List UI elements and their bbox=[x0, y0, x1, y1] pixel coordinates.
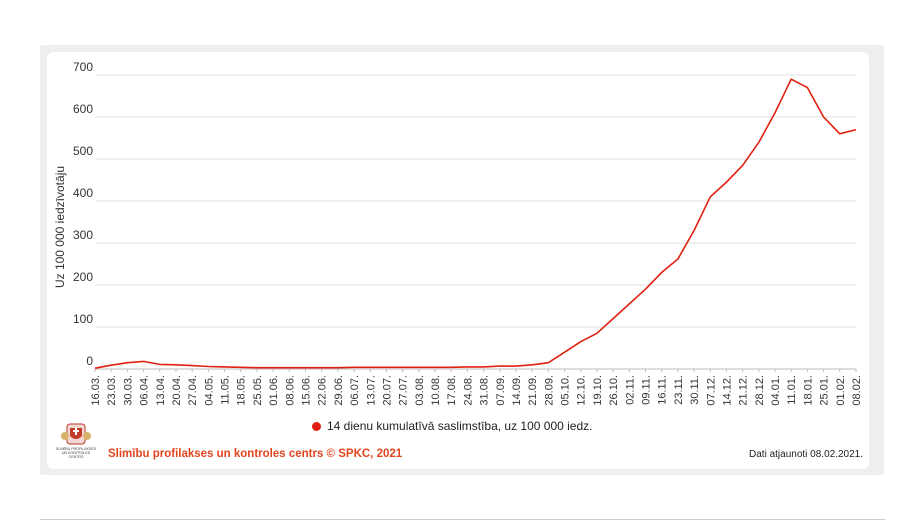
svg-text:UN KONTROLES: UN KONTROLES bbox=[62, 451, 91, 455]
x-tick-label: 11.05. bbox=[220, 375, 232, 405]
x-tick-label: 25.01. bbox=[819, 375, 831, 406]
x-tick-label: 30.11. bbox=[689, 375, 701, 405]
x-tick-label: 12.10. bbox=[576, 375, 588, 406]
x-tick-label: 28.09. bbox=[543, 375, 555, 406]
legend-label: 14 dienu kumulatīvā saslimstība, uz 100 … bbox=[327, 419, 593, 433]
x-tick-label: 23.03. bbox=[106, 375, 118, 406]
y-tick-label: 600 bbox=[73, 102, 93, 116]
chart-card bbox=[47, 52, 869, 469]
x-tick-label: 13.07. bbox=[365, 375, 377, 406]
x-tick-label: 18.05. bbox=[236, 375, 248, 406]
x-tick-label: 27.07. bbox=[398, 375, 410, 406]
x-tick-label: 23.11. bbox=[673, 375, 685, 405]
x-tick-label: 21.09. bbox=[527, 375, 539, 406]
svg-text:SLIMĪBU PROFILAKSES: SLIMĪBU PROFILAKSES bbox=[56, 447, 97, 451]
x-tick-label: 25.05. bbox=[252, 375, 264, 406]
data-updated-note: Dati atjaunoti 08.02.2021. bbox=[749, 449, 863, 460]
y-tick-label: 0 bbox=[86, 354, 93, 368]
x-tick-label: 13.04. bbox=[155, 375, 167, 406]
x-tick-label: 07.12. bbox=[705, 375, 717, 406]
y-tick-label: 100 bbox=[73, 312, 93, 326]
x-tick-label: 26.10. bbox=[608, 375, 620, 406]
y-tick-labels: 0 100 200 300 400 500 600 700 bbox=[73, 60, 93, 368]
x-tick-label: 14.09. bbox=[511, 375, 523, 406]
x-tick-label: 27.04. bbox=[187, 375, 199, 406]
x-tick-label: 20.04. bbox=[171, 375, 183, 406]
x-tick-label: 02.11. bbox=[624, 375, 636, 405]
x-tick-label: 18.01. bbox=[802, 375, 814, 406]
x-tick-label: 01.02. bbox=[835, 375, 847, 406]
x-tick-label: 01.06. bbox=[268, 375, 280, 406]
y-tick-label: 400 bbox=[73, 186, 93, 200]
x-tick-label: 16.11. bbox=[657, 375, 669, 405]
x-tick-label: 21.12. bbox=[738, 375, 750, 406]
x-tick-label: 16.03. bbox=[90, 375, 102, 406]
x-tick-label: 28.12. bbox=[754, 375, 766, 406]
series-line bbox=[94, 78, 857, 369]
x-tick-label: 20.07. bbox=[381, 375, 393, 406]
x-tick-label: 22.06. bbox=[317, 375, 329, 406]
x-tick-label: 31.08. bbox=[479, 375, 491, 406]
x-tick-label: 29.06. bbox=[333, 375, 345, 406]
x-tick-label: 04.05. bbox=[203, 375, 215, 406]
x-tick-label: 19.10. bbox=[592, 375, 604, 406]
svg-text:CENTRS: CENTRS bbox=[69, 455, 84, 459]
x-tick-label: 09.11. bbox=[641, 375, 653, 405]
x-tick-label: 30.03. bbox=[122, 375, 134, 406]
x-tick-label: 04.01. bbox=[770, 375, 782, 406]
x-tick-label: 24.08. bbox=[462, 375, 474, 406]
x-tick-label: 08.02. bbox=[851, 375, 863, 406]
legend[interactable]: 14 dienu kumulatīvā saslimstība, uz 100 … bbox=[312, 419, 593, 433]
x-tick-label: 10.08. bbox=[430, 375, 442, 406]
x-tick-label: 07.09. bbox=[495, 375, 507, 406]
y-tick-label: 500 bbox=[73, 144, 93, 158]
source-credit: Slimību profilakses un kontroles centrs … bbox=[108, 448, 403, 460]
x-tick-label: 03.08. bbox=[414, 375, 426, 406]
x-tick-label: 08.06. bbox=[284, 375, 296, 406]
spkc-logo: SLIMĪBU PROFILAKSES UN KONTROLES CENTRS bbox=[56, 423, 97, 459]
x-tick-label: 05.10. bbox=[560, 375, 572, 406]
x-tick-label: 17.08. bbox=[446, 375, 458, 406]
y-tick-label: 200 bbox=[73, 270, 93, 284]
x-tick-label: 14.12. bbox=[721, 375, 733, 406]
y-axis-label: Uz 100 000 iedzīvotāju bbox=[53, 166, 67, 288]
x-tick-label: 11.01. bbox=[786, 375, 798, 405]
x-tick-label: 06.04. bbox=[139, 375, 151, 406]
y-tick-label: 700 bbox=[73, 60, 93, 74]
grid-layer bbox=[95, 74, 856, 370]
legend-marker bbox=[312, 421, 321, 431]
y-tick-label: 300 bbox=[73, 228, 93, 242]
x-tick-label: 06.07. bbox=[349, 375, 361, 406]
x-tick-labels: 16.03. 23.03. 30.03. 06.04. 13.04. 20.04. 27.0… bbox=[90, 369, 863, 406]
series-layer bbox=[94, 78, 857, 369]
divider bbox=[40, 519, 885, 520]
x-tick-label: 15.06. bbox=[300, 375, 312, 406]
